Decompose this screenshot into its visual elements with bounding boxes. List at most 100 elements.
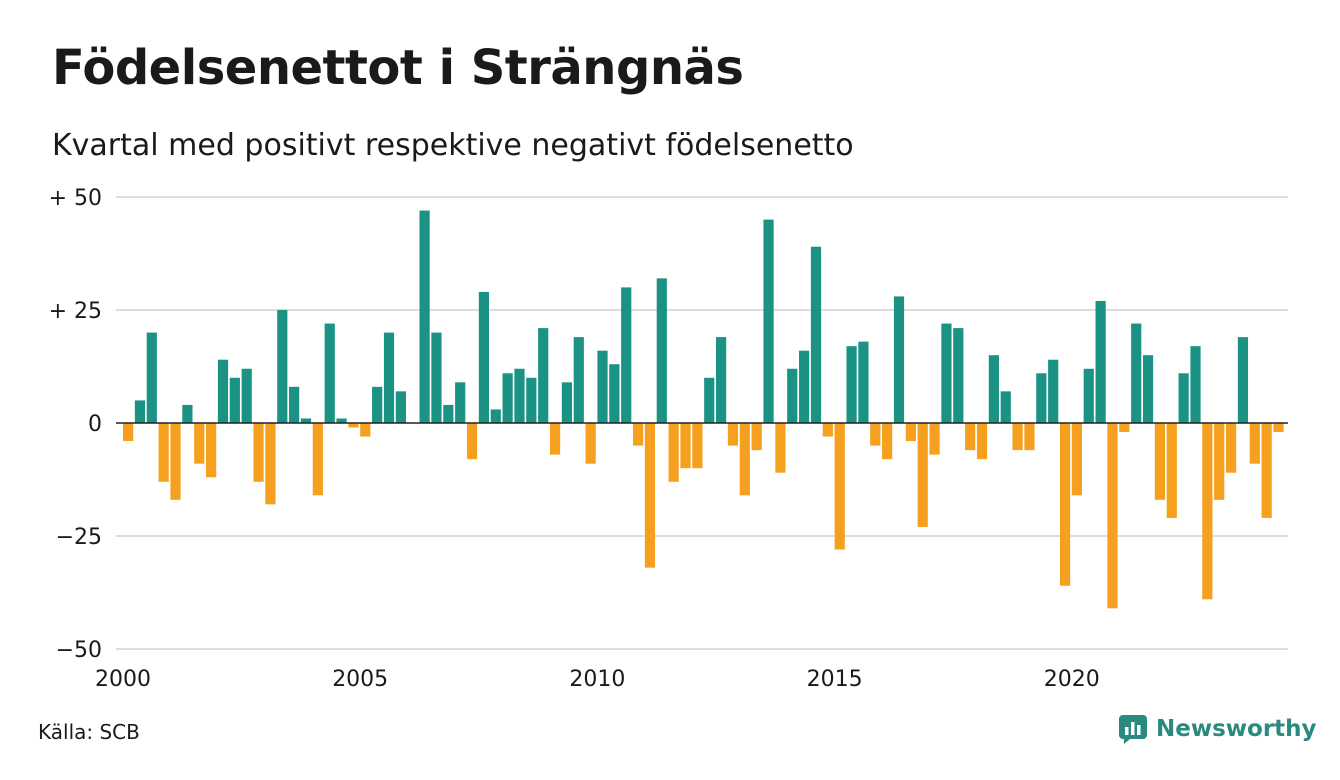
bar-2016-q1 bbox=[882, 423, 893, 460]
bar-2002-q2 bbox=[229, 377, 240, 423]
bar-2003-q3 bbox=[289, 386, 300, 423]
chart-subtitle: Kvartal med positivt respektive negativt… bbox=[52, 128, 854, 163]
bar-2022-q4 bbox=[1202, 423, 1213, 600]
bar-2014-q4 bbox=[822, 423, 833, 437]
bar-2008-q1 bbox=[502, 373, 513, 423]
bar-2020-q4 bbox=[1107, 423, 1118, 609]
bar-2014-q1 bbox=[787, 368, 798, 423]
bar-2000-q3 bbox=[146, 332, 157, 423]
bar-2017-q1 bbox=[929, 423, 940, 455]
bar-2017-q4 bbox=[965, 423, 976, 451]
bar-2009-q3 bbox=[573, 337, 584, 423]
bar-2006-q2 bbox=[419, 210, 430, 423]
bar-2000-q4 bbox=[158, 423, 169, 482]
bar-2007-q4 bbox=[490, 409, 501, 423]
y-tick-label: −50 bbox=[56, 638, 102, 663]
bar-2007-q1 bbox=[455, 382, 466, 423]
bar-2022-q2 bbox=[1178, 373, 1189, 423]
bar-2013-q4 bbox=[775, 423, 786, 473]
y-tick-label: −25 bbox=[56, 525, 102, 550]
bar-2008-q2 bbox=[514, 368, 525, 423]
bar-2003-q4 bbox=[300, 418, 312, 423]
bar-2001-q1 bbox=[170, 423, 181, 500]
x-tick-label: 2005 bbox=[332, 667, 388, 692]
bar-2004-q4 bbox=[348, 423, 359, 428]
bar-2013-q2 bbox=[751, 423, 762, 451]
bar-2020-q2 bbox=[1083, 368, 1094, 423]
newsworthy-logo-icon bbox=[1119, 715, 1147, 744]
bar-2016-q2 bbox=[893, 296, 905, 423]
bar-2023-q3 bbox=[1237, 337, 1249, 423]
bar-2014-q3 bbox=[810, 246, 822, 423]
bar-2015-q1 bbox=[834, 423, 845, 550]
bar-2008-q3 bbox=[526, 377, 537, 423]
bar-2022-q3 bbox=[1190, 346, 1201, 423]
bar-2010-q4 bbox=[632, 423, 644, 446]
y-tick-label: 0 bbox=[88, 412, 102, 437]
bar-2019-q1 bbox=[1024, 423, 1035, 451]
bar-2016-q3 bbox=[905, 423, 916, 442]
bar-2020-q3 bbox=[1095, 300, 1106, 423]
bar-2012-q4 bbox=[727, 423, 739, 446]
bar-2009-q2 bbox=[561, 382, 573, 423]
bar-2000-q2 bbox=[134, 400, 146, 423]
bar-2017-q2 bbox=[941, 323, 952, 423]
bar-2004-q1 bbox=[312, 423, 323, 496]
bar-2005-q2 bbox=[372, 386, 383, 423]
bar-2012-q2 bbox=[704, 377, 715, 423]
bar-2001-q4 bbox=[206, 423, 217, 478]
bar-2010-q1 bbox=[597, 350, 608, 423]
bar-2019-q4 bbox=[1059, 423, 1071, 586]
brand-name: Newsworthy bbox=[1156, 716, 1317, 742]
chart-title: Födelsenettot i Strängnäs bbox=[52, 40, 744, 96]
brand-logo[interactable]: Newsworthy bbox=[1118, 714, 1317, 744]
bar-2001-q3 bbox=[194, 423, 205, 464]
bar-2003-q1 bbox=[265, 423, 276, 505]
bar-2012-q3 bbox=[716, 337, 727, 423]
bar-2022-q1 bbox=[1166, 423, 1177, 518]
bar-2021-q1 bbox=[1119, 423, 1130, 433]
x-tick-label: 2000 bbox=[95, 667, 151, 692]
bar-2009-q4 bbox=[585, 423, 596, 464]
bar-2003-q2 bbox=[277, 310, 288, 423]
bar-2020-q1 bbox=[1071, 423, 1082, 496]
bar-2021-q2 bbox=[1131, 323, 1142, 423]
bar-2001-q2 bbox=[182, 404, 193, 423]
bar-2023-q1 bbox=[1214, 423, 1225, 500]
y-tick-label: + 50 bbox=[49, 186, 102, 211]
bar-2010-q2 bbox=[609, 364, 620, 423]
bar-2014-q2 bbox=[799, 350, 810, 423]
bar-2023-q4 bbox=[1249, 423, 1260, 464]
bar-2018-q2 bbox=[988, 355, 999, 423]
bar-2011-q4 bbox=[680, 423, 691, 469]
bar-2009-q1 bbox=[549, 423, 561, 455]
bar-2008-q4 bbox=[538, 328, 549, 423]
bar-2015-q4 bbox=[870, 423, 881, 446]
bar-2007-q2 bbox=[466, 423, 478, 460]
bar-2011-q2 bbox=[656, 278, 667, 423]
bar-2002-q1 bbox=[217, 359, 229, 423]
bar-2016-q4 bbox=[917, 423, 928, 527]
bar-2012-q1 bbox=[692, 423, 703, 469]
bar-2002-q3 bbox=[241, 368, 252, 423]
bar-2005-q1 bbox=[360, 423, 371, 437]
x-tick-label: 2015 bbox=[807, 667, 863, 692]
bar-2005-q4 bbox=[395, 391, 406, 423]
bar-2024-q2 bbox=[1273, 423, 1284, 433]
bar-2006-q3 bbox=[431, 332, 442, 423]
bar-2021-q4 bbox=[1154, 423, 1166, 500]
y-axis-ticks: + 50 + 25 0 −25 −50 bbox=[49, 186, 102, 663]
bar-2004-q3 bbox=[336, 418, 347, 423]
bar-2000-q1 bbox=[123, 423, 134, 442]
bar-2010-q3 bbox=[621, 287, 632, 423]
bar-2011-q1 bbox=[644, 423, 656, 568]
grid-lines bbox=[116, 196, 1288, 650]
x-axis-ticks: 2000 2005 2010 2015 2020 bbox=[95, 667, 1100, 692]
y-tick-label: + 25 bbox=[49, 299, 102, 324]
x-tick-label: 2020 bbox=[1044, 667, 1100, 692]
bar-2013-q3 bbox=[763, 219, 774, 423]
bar-2021-q3 bbox=[1142, 355, 1154, 423]
bar-2004-q2 bbox=[324, 323, 335, 423]
bar-2019-q3 bbox=[1048, 359, 1059, 423]
